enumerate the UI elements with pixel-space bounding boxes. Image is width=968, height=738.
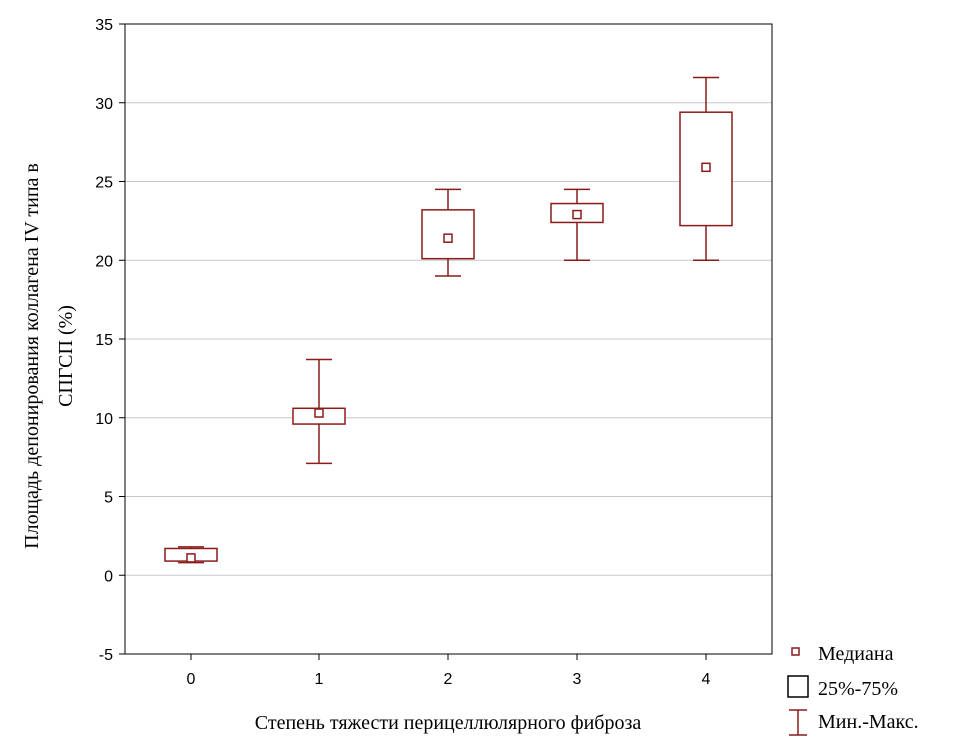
y-tick-label: -5	[99, 647, 113, 664]
y-axis-ticks: -5 0 5 10 15 20 25 30 35	[95, 17, 125, 664]
y-axis-title-line-1: Площадь депонирования коллагена IV типа …	[21, 163, 43, 549]
x-tick-label: 0	[187, 671, 196, 688]
legend-whisker-marker	[789, 709, 807, 736]
y-tick-label: 25	[95, 175, 113, 192]
y-tick-label: 20	[95, 253, 113, 270]
median-marker	[443, 233, 453, 243]
legend-label-minmax: Мин.-Макс.	[818, 711, 919, 733]
y-axis-title: Площадь депонирования коллагена IV типа …	[21, 163, 77, 549]
median-marker	[314, 408, 324, 418]
y-tick-label: 35	[95, 17, 113, 34]
grid-lines	[125, 102, 772, 576]
x-tick-label: 1	[315, 671, 324, 688]
x-axis-ticks: 0 1 2 3 4	[187, 654, 711, 688]
legend-label-median: Медиана	[818, 643, 894, 665]
median-marker	[701, 162, 711, 173]
box-group-1	[292, 358, 346, 465]
y-axis-title-line-2: СПГСП (%)	[55, 305, 77, 407]
y-tick-label: 10	[95, 411, 113, 428]
y-tick-label: 5	[104, 490, 113, 507]
y-tick-label: 0	[104, 568, 113, 585]
box-group-2	[421, 188, 475, 277]
y-tick-label: 15	[95, 332, 113, 349]
y-tick-label: 30	[95, 96, 113, 113]
legend-median-marker	[791, 647, 800, 656]
x-axis-title: Степень тяжести перицеллюлярного фиброза	[255, 712, 642, 734]
median-marker	[186, 553, 196, 563]
box-group-4	[679, 76, 733, 261]
legend-box-marker	[787, 675, 809, 698]
boxes	[164, 76, 733, 564]
median-marker	[572, 209, 582, 220]
box-group-3	[550, 188, 604, 261]
x-tick-label: 4	[702, 671, 711, 688]
x-tick-label: 3	[573, 671, 582, 688]
x-tick-label: 2	[444, 671, 453, 688]
legend-label-box: 25%-75%	[818, 678, 898, 700]
box-group-0	[164, 546, 218, 564]
legend: Медиана 25%-75% Мин.-Макс.	[787, 643, 919, 736]
